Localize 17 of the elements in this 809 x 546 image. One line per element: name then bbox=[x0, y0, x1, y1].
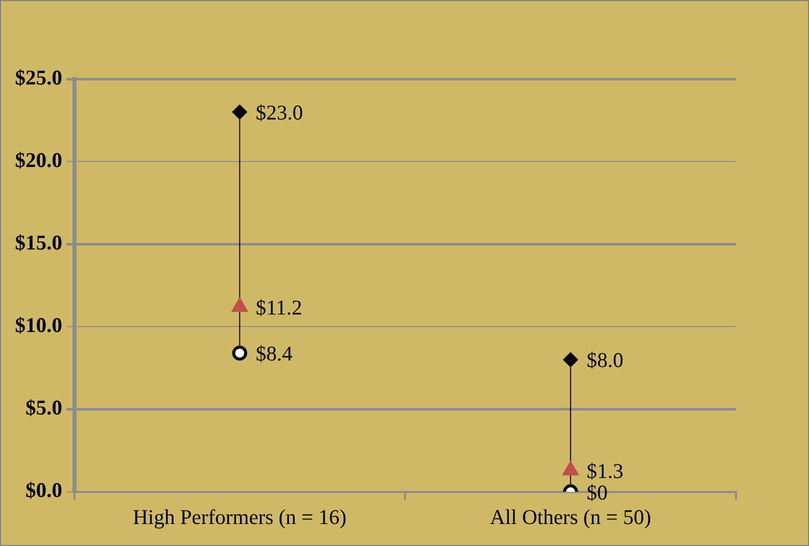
data-label: $1.3 bbox=[586, 458, 624, 483]
data-label: $8.0 bbox=[586, 348, 624, 372]
data-label: $11.2 bbox=[256, 295, 302, 320]
data-label: $0 bbox=[586, 480, 608, 504]
data-label: $23.0 bbox=[256, 100, 303, 125]
point bbox=[231, 297, 248, 312]
y-tick-label: $10.0 bbox=[15, 313, 62, 338]
y-tick-label: $15.0 bbox=[15, 230, 62, 255]
x-tick-label: All Others (n = 50) bbox=[490, 504, 652, 529]
y-tick-label: $20.0 bbox=[15, 148, 62, 172]
point bbox=[232, 104, 248, 120]
x-tick-label: High Performers (n = 16) bbox=[132, 504, 347, 529]
y-tick-label: $25.0 bbox=[15, 65, 62, 90]
y-tick-label: $0.0 bbox=[26, 478, 62, 502]
y-tick-label: $5.0 bbox=[26, 396, 62, 420]
point bbox=[562, 460, 579, 476]
data-label: $8.4 bbox=[256, 342, 293, 366]
